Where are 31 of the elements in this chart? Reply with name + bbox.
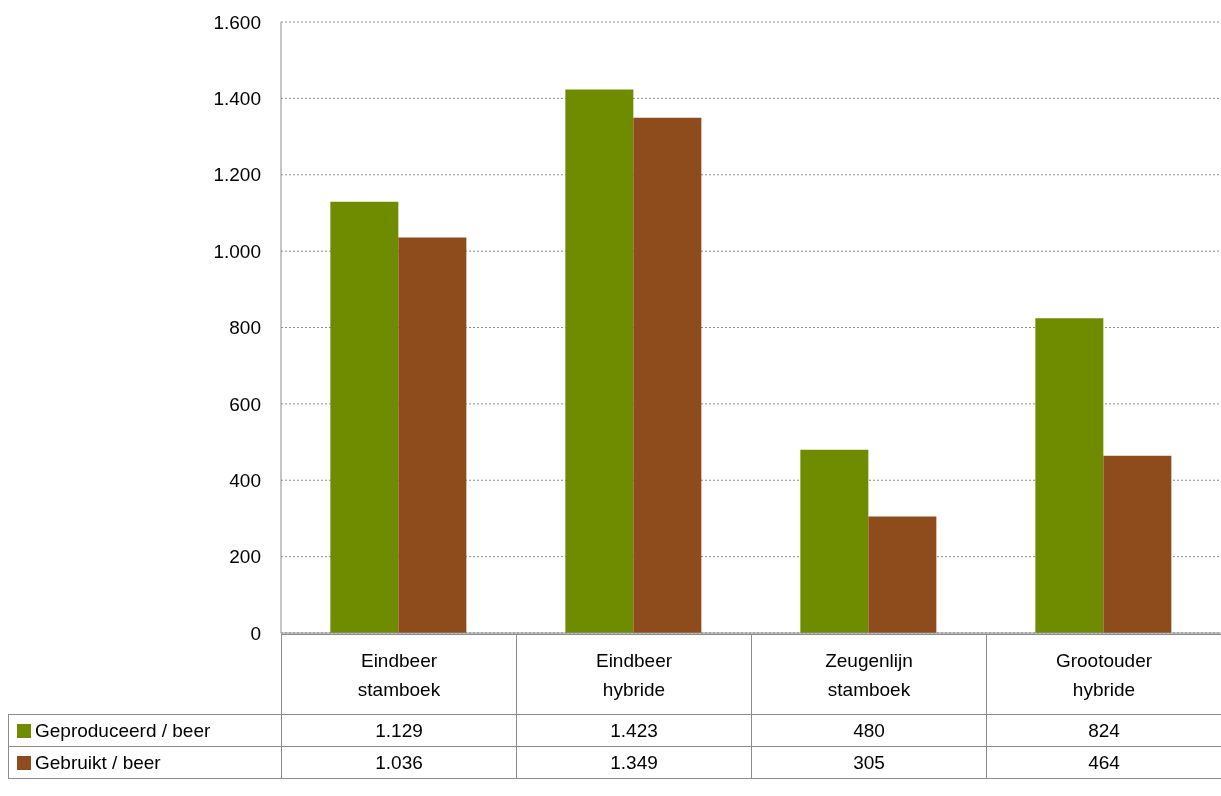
data-label: 464: [986, 746, 1221, 779]
data-label: 1.129: [281, 714, 517, 747]
legend-label: Geproduceerd / beer: [8, 714, 282, 747]
y-tick-label: 1.400: [213, 88, 261, 110]
x-tick-label: Grootouder hybride: [986, 634, 1221, 715]
x-tick-label: Zeugenlijn stamboek: [751, 634, 987, 715]
data-label: 480: [751, 714, 987, 747]
data-label: 1.349: [516, 746, 752, 779]
data-label: 305: [751, 746, 987, 779]
y-tick-label: 1.000: [213, 240, 261, 262]
y-tick-label: 200: [229, 546, 261, 568]
legend-label: Gebruikt / beer: [8, 746, 282, 779]
data-label: 824: [986, 714, 1221, 747]
y-tick-label: 600: [229, 393, 261, 415]
bar: [800, 449, 869, 633]
y-tick-label: 400: [229, 469, 261, 491]
x-tick-label: Eindbeer stamboek: [281, 634, 517, 715]
data-label: 1.423: [516, 714, 752, 747]
bar: [398, 237, 467, 633]
x-tick-label: Eindbeer hybride: [516, 634, 752, 715]
y-tick-label: 1.600: [213, 11, 261, 33]
y-tick-label: 800: [229, 317, 261, 339]
y-tick-label: 0: [250, 622, 261, 644]
y-tick-label: 1.200: [213, 164, 261, 186]
data-label: 1.036: [281, 746, 517, 779]
bar: [868, 516, 937, 633]
bar: [633, 117, 702, 633]
bar: [330, 201, 399, 633]
bar: [565, 89, 634, 633]
bar: [1103, 455, 1172, 633]
bar: [1035, 318, 1104, 633]
